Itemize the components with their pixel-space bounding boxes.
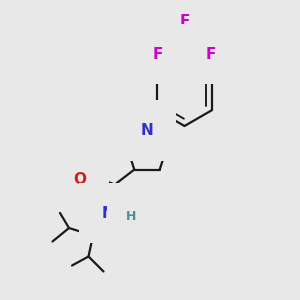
Text: H: H (126, 209, 136, 223)
Text: N: N (102, 206, 114, 220)
Text: F: F (152, 46, 163, 62)
Text: O: O (73, 172, 86, 187)
Text: N: N (141, 123, 153, 138)
Text: F: F (179, 14, 190, 28)
Text: F: F (206, 46, 217, 62)
